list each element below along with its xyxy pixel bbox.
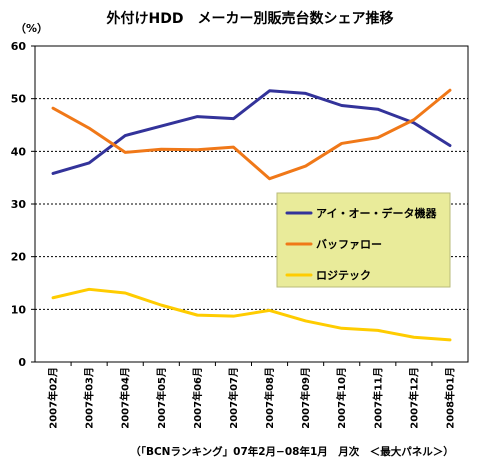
y-axis-ticks: 0 10 20 30 40 50 60 [11, 40, 35, 369]
series-1-point [52, 172, 54, 175]
series-2-point [268, 177, 271, 180]
x-axis-tick-label: 2007年03月 [83, 367, 96, 429]
x-axis-ticks: 2007年02月 2007年03月 2007年04月 2007年05月 2007年06月… [47, 362, 456, 429]
series-1-point [304, 92, 307, 95]
x-axis-tick-label: 2007年12月 [407, 367, 420, 429]
x-axis-tick-label: 2008年01月 [443, 367, 456, 429]
series-lines [51, 88, 452, 342]
series-2-point [449, 89, 451, 92]
legend-label-2: バッファロー [316, 238, 382, 251]
y-axis-tick-label: 60 [11, 40, 27, 53]
series-1-point [232, 117, 235, 120]
x-axis-tick-label: 2007年06月 [191, 367, 204, 429]
series-2-point [52, 107, 54, 109]
legend-label-3: ロジテック [316, 269, 371, 282]
series-1-point [124, 134, 127, 137]
series-3-point [88, 288, 90, 291]
series-2-point [196, 148, 199, 151]
series-line-1 [51, 89, 452, 175]
series-2-point [88, 127, 90, 129]
x-axis-tick-label: 2007年09月 [299, 367, 312, 429]
x-axis-tick-label: 2007年08月 [263, 367, 276, 429]
series-3-point [413, 336, 415, 339]
series-2-point [304, 165, 307, 167]
chart-source-note: （「BCNランキング」07年2月−08年1月 月次 ＜最大パネル＞） [130, 445, 454, 458]
y-axis-tick-label: 10 [11, 303, 27, 316]
chart-title: 外付けHDD メーカー別販売台数シェア推移 [107, 10, 394, 27]
y-axis-tick-label: 30 [11, 198, 27, 211]
y-axis-tick-label: 50 [11, 93, 27, 106]
series-3-point [232, 315, 235, 317]
series-3-point [268, 309, 271, 312]
series-3-point [340, 327, 343, 330]
x-axis-tick-label: 2007年07月 [227, 367, 240, 429]
y-axis-tick-label: 40 [11, 145, 27, 158]
series-2-point [124, 151, 127, 154]
series-3-point [52, 296, 54, 299]
x-axis-tick-label: 2007年11月 [371, 367, 384, 429]
x-axis-tick-label: 2007年10月 [335, 367, 348, 429]
x-axis-tick-label: 2007年05月 [155, 367, 168, 429]
series-3-point [196, 314, 199, 316]
series-1-point [413, 122, 415, 124]
series-line-3 [51, 287, 452, 342]
series-2-point [160, 148, 163, 151]
x-axis-tick-label: 2007年04月 [119, 367, 132, 429]
series-2-point [376, 136, 379, 139]
series-1-point [160, 125, 163, 127]
series-1-point [196, 115, 199, 118]
series-line-2 [51, 88, 452, 181]
series-3-point [304, 320, 307, 322]
series-2-point [413, 118, 415, 121]
series-1-point [88, 162, 90, 164]
series-1-point [340, 104, 343, 107]
series-3-point [124, 292, 127, 294]
series-3-point [160, 304, 163, 306]
series-2-point [232, 146, 235, 148]
legend-label-1: アイ・オー・データ機器 [316, 206, 437, 220]
series-1-point [268, 89, 271, 92]
series-3-point [449, 339, 451, 341]
series-3-point [376, 329, 379, 332]
legend-box [276, 192, 451, 288]
y-axis-unit-label: （%） [15, 22, 48, 35]
series-2-point [340, 142, 343, 145]
series-1-point [449, 144, 451, 147]
x-axis-tick-label: 2007年02月 [47, 367, 60, 429]
y-axis-tick-label: 20 [11, 251, 27, 264]
series-1-point [376, 108, 379, 110]
y-axis-tick-label: 0 [18, 356, 26, 369]
